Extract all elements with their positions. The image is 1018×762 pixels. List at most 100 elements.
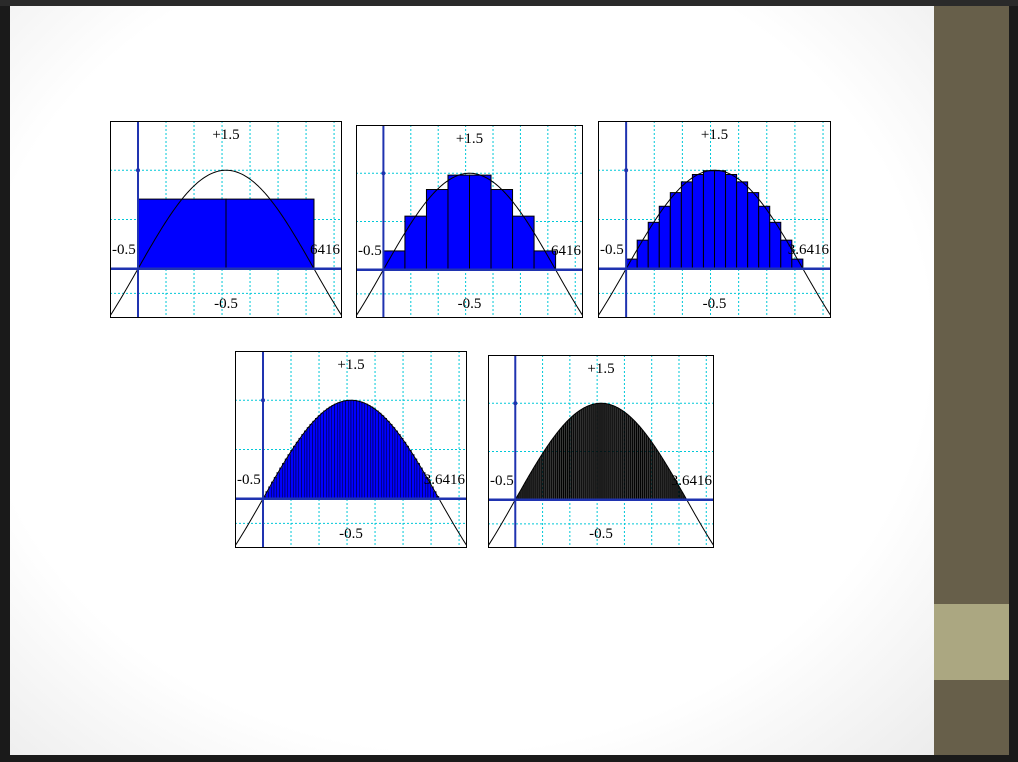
riemann-bar	[367, 405, 371, 499]
chart-svg: +1.5 -0.5 -0.5 6416	[109, 120, 343, 318]
riemann-bar	[655, 447, 656, 500]
tick-label-bottom: -0.5	[214, 296, 238, 312]
riemann-bar	[633, 419, 634, 500]
riemann-bar	[528, 476, 529, 500]
riemann-bar	[680, 489, 682, 500]
riemann-bar	[615, 406, 616, 500]
riemann-bar	[634, 421, 636, 500]
riemann-bar	[676, 481, 677, 500]
riemann-bar	[611, 405, 613, 500]
riemann-bar	[569, 418, 571, 500]
riemann-bar	[370, 406, 374, 499]
riemann-bar	[609, 404, 610, 500]
riemann-bar	[679, 487, 681, 500]
riemann-bar	[677, 483, 679, 500]
riemann-bar	[342, 400, 346, 499]
riemann-bar	[614, 406, 616, 500]
chart-svg: +1.5 -0.5 -0.5 6416	[355, 124, 584, 318]
riemann-bar	[382, 250, 406, 271]
riemann-bar	[568, 419, 569, 500]
riemann-bar	[364, 403, 368, 499]
tick-label-top: +1.5	[456, 131, 483, 147]
riemann-bar	[293, 445, 297, 499]
riemann-bar	[521, 487, 523, 500]
riemann-chart-3: +1.5 -0.5 -0.5 3.6416	[597, 120, 832, 318]
riemann-bar	[530, 472, 532, 500]
riemann-bar	[574, 414, 575, 500]
riemann-bar	[627, 414, 629, 500]
riemann-bar	[669, 470, 670, 500]
riemann-bar	[581, 409, 583, 500]
riemann-bar	[573, 414, 575, 500]
riemann-bar	[552, 438, 553, 500]
riemann-bar	[525, 480, 527, 500]
riemann-bar	[557, 431, 559, 500]
riemann-bar	[620, 409, 622, 500]
riemann-bar	[621, 409, 622, 500]
riemann-bar	[662, 459, 664, 500]
riemann-bar	[535, 464, 537, 500]
riemann-bar	[512, 215, 535, 271]
riemann-bar	[659, 454, 661, 500]
riemann-bar	[536, 462, 538, 500]
tick-label-bottom: -0.5	[589, 526, 613, 542]
riemann-bar	[680, 488, 681, 500]
riemann-bar	[394, 430, 398, 499]
chart-frame	[356, 125, 583, 318]
riemann-bar	[533, 467, 535, 500]
riemann-bar	[416, 463, 420, 499]
sine-curve	[109, 169, 343, 317]
riemann-bar	[636, 239, 649, 270]
riemann-bar	[425, 189, 449, 271]
riemann-bar	[627, 414, 628, 500]
riemann-bar	[546, 447, 547, 500]
tick-label-top: +1.5	[701, 127, 728, 143]
riemann-bar	[282, 463, 286, 499]
riemann-bar	[584, 407, 585, 500]
riemann-bar	[403, 441, 407, 499]
riemann-bar	[602, 403, 604, 500]
riemann-bar	[654, 446, 656, 500]
riemann-bar	[671, 474, 673, 500]
riemann-bar	[547, 445, 549, 500]
riemann-bar	[598, 403, 599, 500]
riemann-bar	[682, 492, 683, 500]
riemann-bar	[532, 468, 534, 500]
riemann-bar	[542, 453, 543, 500]
riemann-bar	[647, 436, 648, 500]
riemann-bar	[588, 405, 589, 500]
riemann-bar	[736, 181, 749, 270]
riemann-bar	[643, 431, 645, 500]
riemann-bar	[578, 410, 580, 500]
riemann-bar	[295, 441, 299, 499]
riemann-bar	[613, 405, 614, 500]
riemann-bar	[666, 465, 668, 500]
riemann-bar	[563, 424, 565, 500]
riemann-bar	[315, 418, 319, 499]
riemann-bar	[524, 482, 526, 500]
riemann-bar	[317, 415, 321, 499]
riemann-bar	[651, 441, 652, 500]
riemann-bar	[631, 417, 632, 500]
riemann-bar	[405, 445, 409, 499]
tick-label-left: -0.5	[490, 473, 514, 489]
tick-label-left: -0.5	[600, 242, 624, 258]
riemann-bar	[546, 446, 548, 500]
riemann-bar	[556, 432, 558, 500]
riemann-bar	[350, 400, 354, 499]
riemann-bar	[661, 456, 662, 500]
tick-label-left: -0.5	[237, 472, 261, 488]
riemann-bar	[532, 470, 533, 500]
riemann-bar	[562, 426, 563, 500]
riemann-bar	[375, 410, 379, 499]
riemann-bar	[603, 403, 605, 500]
riemann-bar	[553, 437, 555, 500]
riemann-bar	[551, 439, 553, 500]
riemann-bar	[606, 403, 608, 500]
riemann-bar	[683, 494, 685, 500]
chart-svg: +1.5 -0.5 -0.5 3.6416	[487, 354, 715, 548]
riemann-bar	[691, 173, 704, 270]
riemann-chart-5: +1.5 -0.5 -0.5 3.6416	[487, 354, 715, 548]
riemann-bar	[597, 403, 599, 500]
tick-label-bottom: -0.5	[703, 296, 727, 312]
